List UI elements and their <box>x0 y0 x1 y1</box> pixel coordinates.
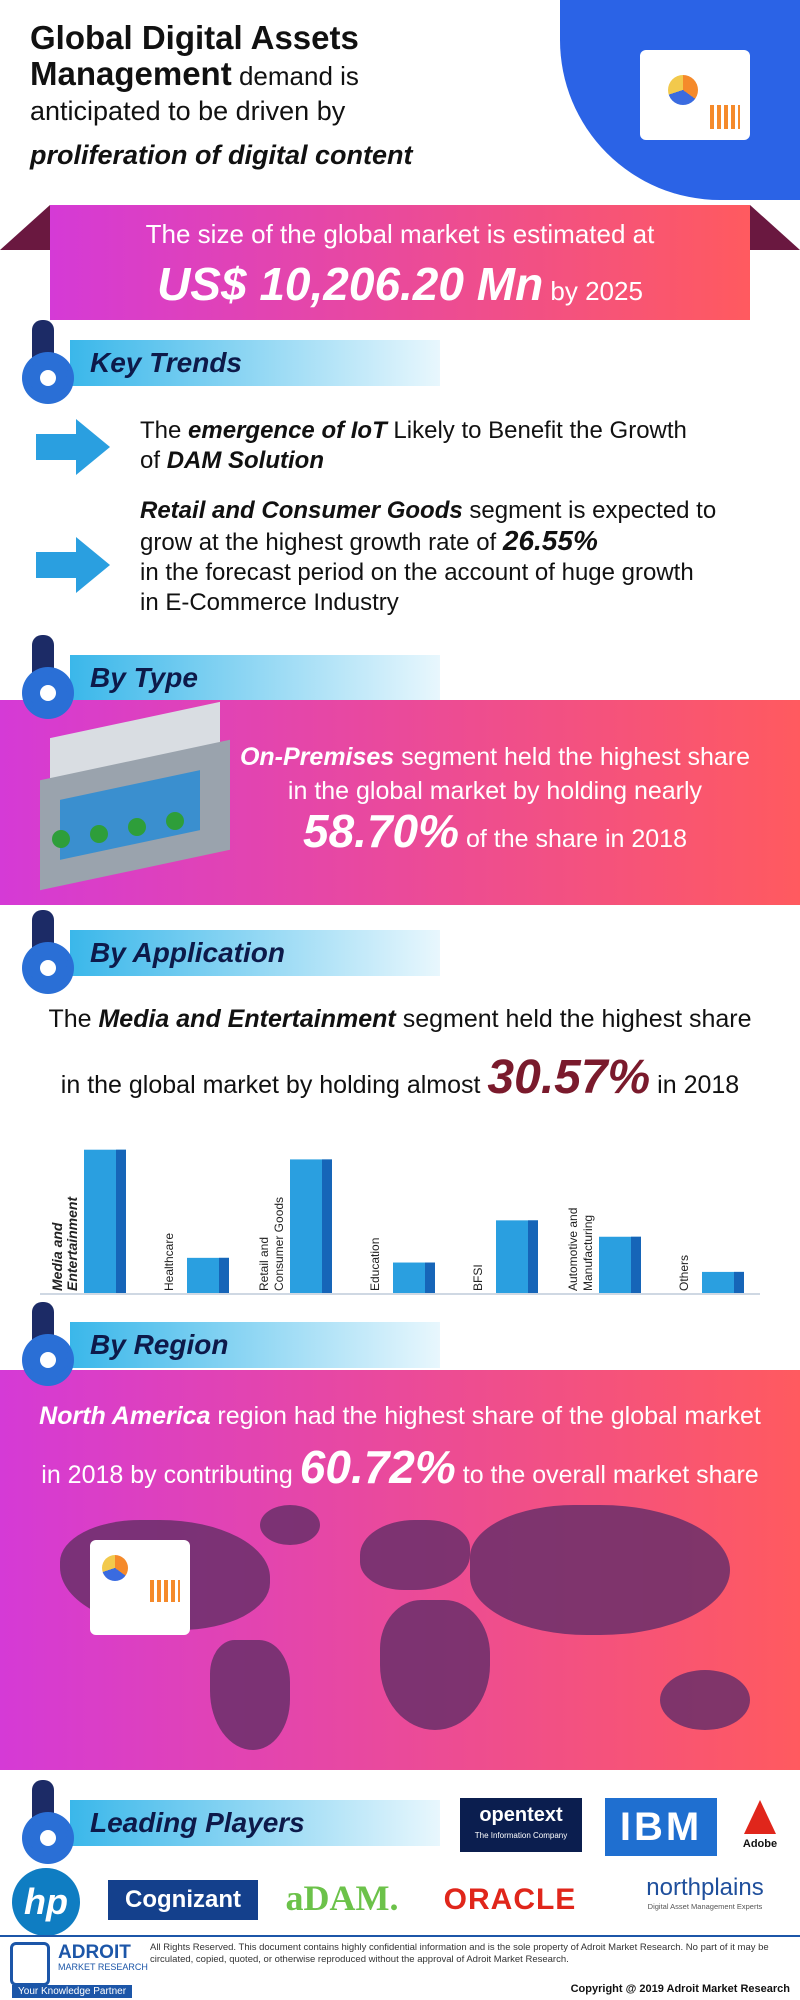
section-bar-by-type <box>70 655 440 701</box>
arrow-icon-stem <box>36 434 76 460</box>
chart-category-label: Healthcare <box>162 1233 176 1291</box>
page-subtitle-emphasis: proliferation of digital content <box>30 140 413 170</box>
logo-cognizant: Cognizant <box>108 1880 258 1920</box>
header-illustration-pie <box>668 75 698 105</box>
banner-fold-right <box>750 205 800 250</box>
logo-adam: aDAM. <box>285 1878 399 1918</box>
logo-ibm: IBM <box>605 1798 717 1856</box>
trend-item-retail: Retail and Consumer Goods segment is exp… <box>140 497 717 616</box>
arrow-right-icon <box>76 419 110 475</box>
map-greenland <box>260 1505 320 1545</box>
header-illustration-bars <box>710 105 740 129</box>
chart-bar-shade <box>631 1236 641 1293</box>
arrow-icon-stem <box>36 552 76 578</box>
trend-item-iot: The emergence of IoT Likely to Benefit t… <box>140 417 687 474</box>
chart-bar-shade <box>734 1271 744 1293</box>
footer-tagline: Your Knowledge Partner <box>12 1985 133 1998</box>
map-australia <box>660 1670 750 1730</box>
chart-bar-shade <box>528 1220 538 1293</box>
dashboard-bars-icon <box>150 1580 180 1602</box>
section-title-by-application: By Application <box>90 937 285 968</box>
chart-category-label: Automotive andManufacturing <box>566 1208 595 1291</box>
logo-northplains: northplains Digital Asset Management Exp… <box>646 1874 764 1911</box>
tree-icon <box>90 825 108 843</box>
footer-brand-sub: MARKET RESEARCH <box>58 1962 148 1972</box>
section-bar-key-trends <box>70 340 440 386</box>
chart-category-label: Retail andConsumer Goods <box>257 1197 286 1291</box>
chart-category-label: BFSI <box>471 1264 485 1291</box>
section-bar-by-region <box>70 1322 440 1368</box>
gear-icon <box>22 352 74 404</box>
footer-divider <box>0 1935 800 1937</box>
map-europe <box>360 1520 470 1590</box>
logo-hp: hp <box>12 1868 80 1936</box>
page-subtitle-line: anticipated to be driven by <box>30 96 346 126</box>
page-title: Global Digital Assets Management demand … <box>30 19 359 92</box>
gear-icon <box>22 1812 74 1864</box>
map-south-america <box>210 1640 290 1750</box>
chart-bar-shade <box>322 1159 332 1293</box>
market-size-suffix: by 2025 <box>543 276 643 306</box>
gear-icon <box>22 667 74 719</box>
tree-icon <box>166 812 184 830</box>
gear-icon <box>22 1334 74 1386</box>
market-size-value-line: US$ 10,206.20 Mn by 2025 <box>50 257 750 311</box>
adobe-icon <box>744 1800 776 1834</box>
logo-opentext: opentext The Information Company <box>460 1798 582 1852</box>
footer-disclaimer: All Rights Reserved. This document conta… <box>150 1942 769 1965</box>
banner-fold-left <box>0 205 50 250</box>
application-statement-line1: The Media and Entertainment segment held… <box>48 1005 752 1033</box>
footer-brand: ADROIT <box>58 1942 131 1963</box>
market-size-label: The size of the global market is estimat… <box>145 219 655 249</box>
chart-bar <box>702 1271 744 1293</box>
section-bar-leading-players <box>70 1800 440 1846</box>
logo-oracle: ORACLE <box>443 1883 577 1916</box>
type-statement: On-Premises segment held the highest sha… <box>239 743 751 857</box>
gear-icon <box>22 942 74 994</box>
region-statement-line1: North America region had the highest sha… <box>39 1402 761 1430</box>
section-bar-by-application <box>70 930 440 976</box>
arrow-right-icon <box>76 537 110 593</box>
section-title-leading-players: Leading Players <box>90 1807 305 1838</box>
tree-icon <box>52 830 70 848</box>
chart-category-label: Education <box>368 1238 382 1291</box>
chart-category-label: Others <box>677 1255 691 1291</box>
market-size-value: US$ 10,206.20 Mn <box>157 258 544 310</box>
market-size-banner: The size of the global market is estimat… <box>50 205 750 320</box>
application-bar-chart: Media andEntertainment Healthcare Retail a… <box>49 1149 744 1293</box>
chart-bar-shade <box>425 1262 435 1293</box>
section-title-by-type: By Type <box>90 662 198 693</box>
map-asia <box>470 1505 730 1635</box>
logo-adobe: Adobe <box>735 1800 785 1850</box>
map-africa <box>380 1600 490 1730</box>
region-statement-line2: in 2018 by contributing 60.72% to the ov… <box>41 1441 759 1493</box>
tree-icon <box>128 818 146 836</box>
chart-category-label: Media andEntertainment <box>49 1196 80 1291</box>
application-statement-line2: in the global market by holding almost 3… <box>60 1051 740 1104</box>
section-title-key-trends: Key Trends <box>90 347 242 378</box>
footer-copyright: Copyright @ 2019 Adroit Market Research <box>570 1983 790 1995</box>
chart-bar-shade <box>116 1149 126 1293</box>
chart-baseline <box>40 1293 760 1295</box>
dashboard-pie-icon <box>102 1555 128 1581</box>
section-title-by-region: By Region <box>90 1329 229 1360</box>
adroit-logo-icon <box>10 1942 50 1986</box>
chart-bar-shade <box>219 1257 229 1293</box>
